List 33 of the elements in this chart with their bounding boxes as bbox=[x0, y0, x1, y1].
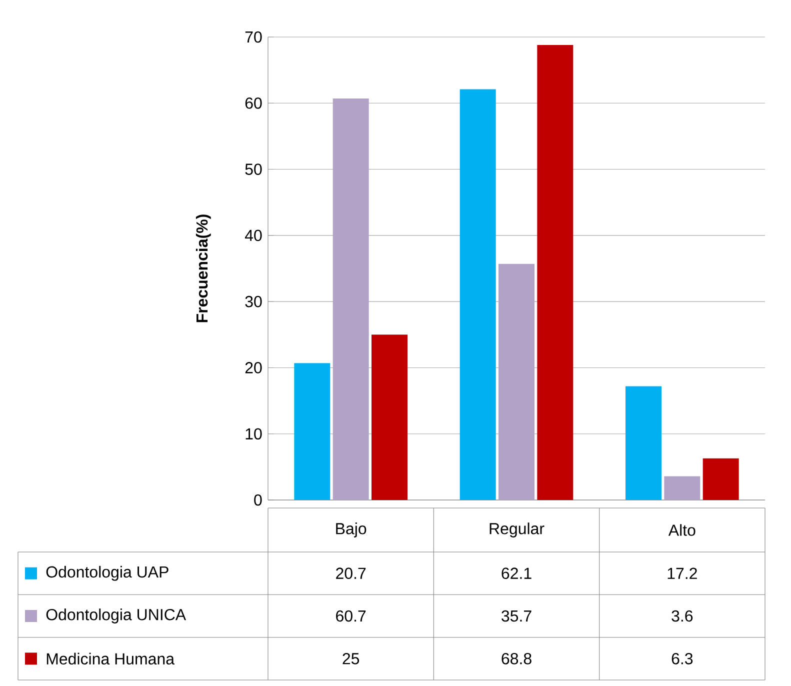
data-label: 68.8 bbox=[502, 653, 532, 664]
y-tick-label: 10 bbox=[246, 428, 262, 440]
bar bbox=[702, 458, 739, 500]
y-tick-label: 60 bbox=[245, 97, 262, 109]
data-label: 17.2 bbox=[668, 568, 697, 579]
y-tick-label: 0 bbox=[254, 494, 262, 506]
bar bbox=[626, 386, 662, 500]
bar bbox=[460, 89, 496, 500]
y-tick-label: 30 bbox=[245, 296, 262, 308]
legend-label: Odontologia UAP bbox=[46, 566, 168, 581]
y-tick-label: 20 bbox=[245, 362, 262, 374]
data-label: 20.7 bbox=[336, 568, 366, 579]
x-tick-label: Regular bbox=[490, 522, 544, 538]
data-label: 6.3 bbox=[672, 653, 693, 664]
legend-label: Odontologia UNICA bbox=[46, 608, 186, 624]
legend-label: Medicina Humana bbox=[46, 652, 175, 665]
data-label: 3.6 bbox=[672, 610, 693, 622]
bar bbox=[664, 476, 700, 500]
bar bbox=[498, 264, 535, 500]
bar bbox=[537, 44, 574, 500]
x-tick-label: Alto bbox=[668, 524, 696, 536]
y-tick-label: 40 bbox=[244, 230, 262, 242]
y-tick-label: 50 bbox=[245, 164, 262, 175]
y-axis-title: Frecuencia(%) bbox=[196, 214, 211, 322]
data-label: 35.7 bbox=[502, 610, 532, 622]
bar bbox=[294, 363, 330, 500]
bar bbox=[372, 334, 408, 500]
data-label: 25 bbox=[342, 653, 360, 664]
bar bbox=[332, 98, 369, 500]
data-label: 62.1 bbox=[502, 568, 532, 579]
y-tick-label: 70 bbox=[245, 31, 262, 43]
data-label: 60.7 bbox=[336, 610, 366, 622]
x-tick-label: Bajo bbox=[336, 522, 366, 538]
